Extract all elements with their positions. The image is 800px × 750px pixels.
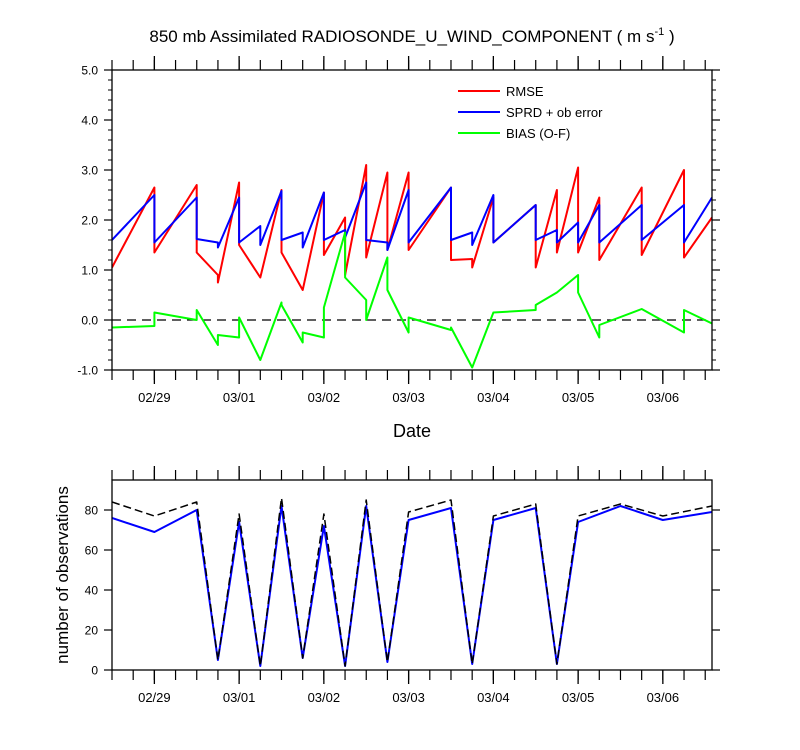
top-y-tick-label: 1.0 [81,264,98,278]
bottom-x-tick-label: 03/05 [562,690,595,705]
bottom-x-tick-label: 03/02 [308,690,341,705]
top-x-tick-label: 03/03 [392,390,425,405]
top-plot-frame [111,69,713,371]
top-x-tick-label: 03/04 [477,390,510,405]
top-y-tick-label: 3.0 [81,164,98,178]
top-x-tick-label: 03/02 [308,390,341,405]
top-series-bias-o-f [112,231,712,369]
bottom-series-observations-possible [112,497,712,667]
bottom-y-tick-label: 80 [85,504,99,518]
legend-label-bias: BIAS (O-F) [506,126,570,141]
top-series-rmse [112,164,712,291]
top-x-tick-label: 02/29 [138,390,171,405]
chart-title-main: 850 mb Assimilated RADIOSONDE_U_WIND_COM… [149,27,654,46]
chart-title-superscript: -1 [654,26,664,38]
top-series-sprd-ob-error [112,181,712,251]
bottom-y-tick-label: 0 [91,664,98,678]
bottom-y-tick-label: 40 [85,584,99,598]
chart-title: 850 mb Assimilated RADIOSONDE_U_WIND_COM… [149,26,674,46]
bottom-y-axis-label: number of observations [53,486,72,664]
bottom-x-tick-label: 03/04 [477,690,510,705]
bottom-x-tick-label: 03/03 [392,690,425,705]
bottom-x-tick-label: 03/06 [647,690,680,705]
legend-label-rmse: RMSE [506,84,544,99]
top-y-tick-label: 0.0 [81,314,98,328]
chart-title-end: ) [664,27,674,46]
bottom-y-tick-label: 20 [85,624,99,638]
bottom-panel: 0 20 40 60 80 02/29 03/01 03/02 03/03 03/04 03/05 0… [53,466,720,705]
legend-label-sprd: SPRD + ob error [506,105,603,120]
top-x-tick-label: 03/06 [647,390,680,405]
top-y-tick-label: 4.0 [81,114,98,128]
top-y-tick-label: 5.0 [81,64,98,78]
top-panel: -1.0 0.0 1.0 2.0 3.0 4.0 5.0 02/29 03/01 03/02 03/… [77,56,720,441]
bottom-series-observations-used [112,505,712,667]
bottom-plot-frame [111,479,713,671]
top-x-axis-label: Date [393,421,431,441]
top-y-tick-label: 2.0 [81,214,98,228]
top-x-tick-label: 03/05 [562,390,595,405]
top-y-tick-label: -1.0 [77,364,98,378]
top-legend: RMSE SPRD + ob error BIAS (O-F) [458,84,603,141]
top-x-tick-label: 03/01 [223,390,256,405]
bottom-x-tick-label: 03/01 [223,690,256,705]
bottom-y-tick-label: 60 [85,544,99,558]
bottom-x-tick-label: 02/29 [138,690,171,705]
